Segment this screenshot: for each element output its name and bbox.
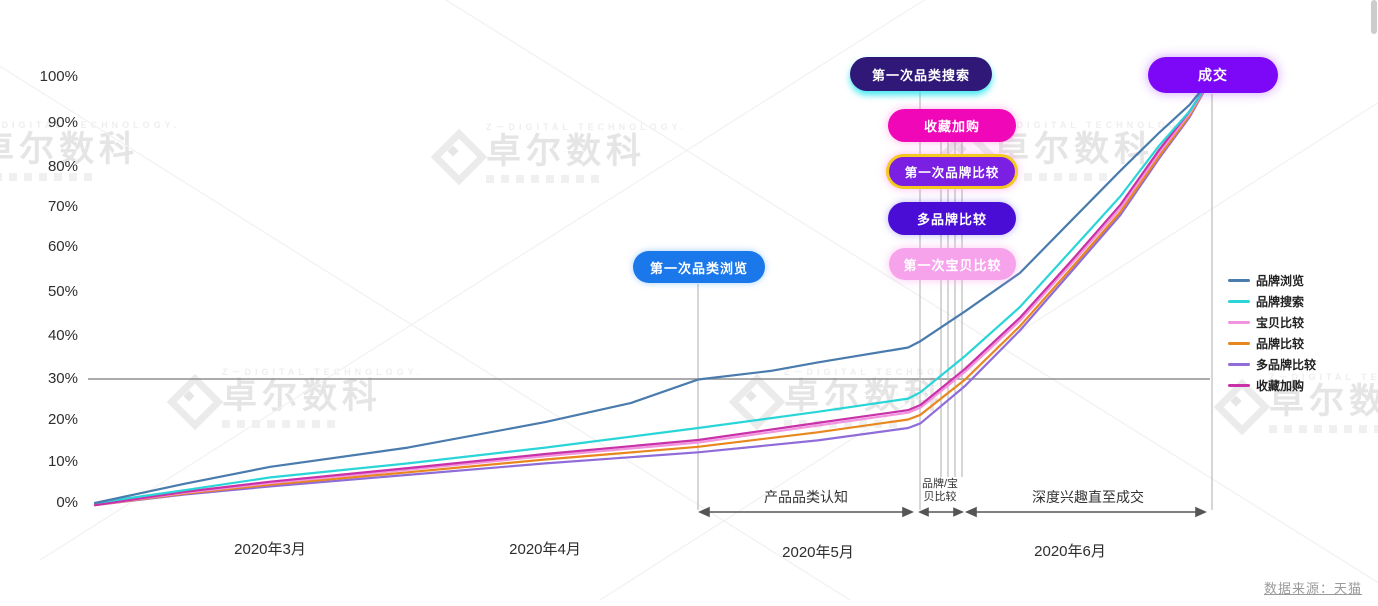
legend-swatch-icon: [1228, 363, 1250, 366]
y-tick-20: 20%: [47, 411, 78, 428]
phase-label-deep-interest-to-deal: 深度兴趣直至成交: [1032, 489, 1144, 505]
badge-first-category-search: 第一次品类搜索: [850, 57, 992, 91]
y-tick-30: 30%: [47, 370, 78, 387]
y-tick-80: 80%: [47, 158, 78, 175]
legend-item-brand-browse: 品牌浏览: [1228, 274, 1316, 288]
legend-item-item-compare: 宝贝比较: [1228, 316, 1316, 330]
series-line-pinpai-sousuo: [93, 75, 1214, 505]
badge-multi-brand-compare: 多品牌比较: [888, 202, 1016, 235]
y-tick-90: 90%: [47, 114, 78, 131]
legend-swatch-icon: [1228, 279, 1250, 282]
y-tick-70: 70%: [47, 198, 78, 215]
y-tick-50: 50%: [47, 283, 78, 300]
y-tick-100: 100%: [39, 68, 78, 85]
series-line-pinpai-bijiao: [93, 75, 1214, 507]
legend: 品牌浏览 品牌搜索 宝贝比较 品牌比较 多品牌比较 收藏加购: [1228, 274, 1316, 393]
y-tick-0: 0%: [56, 494, 78, 511]
x-label-may: 2020年5月: [782, 544, 854, 561]
series-lines: [93, 75, 1214, 507]
y-tick-10: 10%: [47, 453, 78, 470]
badge-first-item-compare: 第一次宝贝比较: [889, 248, 1016, 280]
y-tick-40: 40%: [47, 327, 78, 344]
legend-swatch-icon: [1228, 342, 1250, 345]
legend-swatch-icon: [1228, 384, 1250, 387]
y-tick-60: 60%: [47, 238, 78, 255]
legend-swatch-icon: [1228, 321, 1250, 324]
series-line-pinpai-liulan: [93, 75, 1214, 505]
phase-label-category-awareness: 产品品类认知: [764, 489, 848, 505]
x-label-april: 2020年4月: [509, 541, 581, 558]
badge-favorite-add-cart: 收藏加购: [888, 109, 1016, 142]
x-label-june: 2020年6月: [1034, 543, 1106, 560]
legend-item-favorite-add-cart: 收藏加购: [1228, 379, 1316, 393]
series-line-shoucang-jiagou: [93, 75, 1214, 507]
legend-swatch-icon: [1228, 300, 1250, 303]
series-line-baobei-bijiao: [93, 75, 1214, 507]
legend-item-multi-brand-compare: 多品牌比较: [1228, 358, 1316, 372]
badge-first-category-browse: 第一次品类浏览: [633, 251, 765, 283]
scrollbar-thumb[interactable]: [1371, 0, 1377, 34]
data-source-link[interactable]: 数据来源：天猫: [1263, 581, 1362, 596]
phase-label-brand-item-compare: 品牌/宝 贝比较: [921, 478, 959, 504]
x-label-march: 2020年3月: [234, 541, 306, 558]
badge-first-brand-compare: 第一次品牌比较: [886, 154, 1018, 189]
legend-item-brand-compare: 品牌比较: [1228, 337, 1316, 351]
legend-item-brand-search: 品牌搜索: [1228, 295, 1316, 309]
series-line-duo-pinpai-bijiao: [93, 75, 1214, 507]
phase-arrows: [698, 506, 1207, 518]
badge-deal-closed: 成交: [1148, 57, 1278, 93]
